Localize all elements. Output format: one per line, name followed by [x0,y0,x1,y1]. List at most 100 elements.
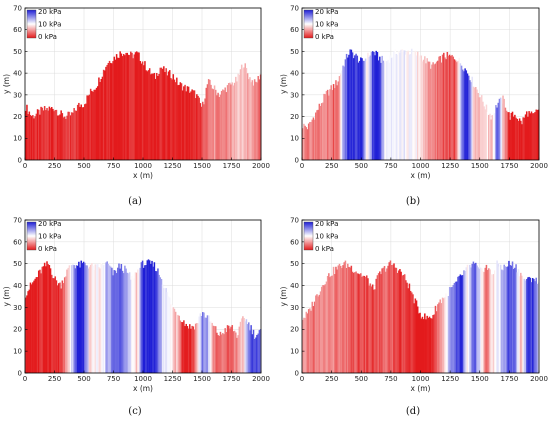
profile-bar [55,280,58,373]
profile-bar [151,73,153,160]
profile-bar [482,270,484,373]
x-tick-label: 1000 [134,162,152,170]
profile-bar [400,271,402,373]
profile-bar [187,86,190,160]
profile-bar [333,274,336,373]
profile-bar [55,109,58,160]
profile-bar [504,107,507,160]
profile-bar [143,65,145,160]
profile-bar [27,114,29,160]
profile-bar [41,107,44,160]
profile-bar [66,269,68,373]
profile-bar [88,266,91,373]
profile-bar [485,264,488,373]
profile-bar [200,106,203,160]
y-tick-label: 50 [290,48,299,56]
profile-bar [370,52,373,161]
profile-bar [35,113,38,160]
profile-bar [401,275,404,373]
profile-bar [225,332,228,373]
profile-bar [527,277,529,373]
profile-bar [502,270,504,373]
profile-bar [336,269,338,373]
y-axis-label: y (m) [279,286,288,306]
profile-bar [536,283,539,373]
x-tick-label: 1000 [134,375,152,383]
x-tick-label: 1500 [471,375,489,383]
profile-bar [158,274,160,373]
profile-bar [438,56,440,160]
profile-bar [53,111,55,160]
profile-bar [120,263,123,373]
profile-bar [302,128,304,160]
profile-bar [179,320,182,373]
profile-bar [71,265,73,373]
profile-bar [472,86,475,160]
x-tick-label: 2000 [530,162,548,170]
profile-bar [313,301,316,373]
profile-bar [521,124,523,160]
profile-bar [191,325,193,373]
profile-bar [312,117,315,160]
profile-bar [318,294,321,373]
profile-bar [242,316,244,373]
profile-bar [351,271,354,373]
profile-bar [154,271,157,373]
profile-bar [446,51,449,161]
profile-bar [347,57,349,161]
profile-bar [25,110,27,160]
profile-bar [520,272,522,373]
x-tick-label: 500 [77,162,90,170]
profile-bar [393,51,395,160]
profile-bar [29,114,32,160]
profile-bar [317,296,319,373]
profile-bar [431,318,433,373]
profile-bar [236,337,238,373]
y-tick-label: 20 [13,113,22,121]
profile-bar [389,55,392,160]
profile-bar [92,91,94,160]
profile-bar [409,54,412,160]
profile-bar [115,273,118,373]
profile-bar [184,84,186,160]
profile-bar [477,267,479,373]
profile-bar [510,265,513,373]
x-tick-label: 750 [107,375,120,383]
x-tick-label: 1750 [500,162,518,170]
profile-bar [384,271,387,373]
profile-bar [313,119,316,160]
profile-bar [356,55,359,161]
profile-bar [379,56,381,160]
profile-bar [446,291,449,373]
profile-bar [309,121,311,160]
profile-bar [183,86,185,160]
profile-bar [349,49,351,160]
profile-bar [172,74,175,160]
profile-bar [528,111,530,160]
profile-bar [383,62,386,160]
profile-bar [86,265,88,373]
profile-bar [185,323,188,373]
profile-bar [456,281,458,373]
x-axis-label: x (m) [411,171,431,180]
profile-bar [135,51,138,160]
profile-bar [453,59,456,161]
profile-bar [152,73,154,160]
profile-bar [87,268,90,373]
y-tick-label: 0 [295,369,299,377]
profile-bar [128,272,131,373]
profile-bar [454,60,457,161]
profile-bar [30,116,33,160]
profile-bar [337,265,340,373]
profile-bar [232,331,235,373]
profile-bar [380,274,382,373]
profile-bar [447,55,450,160]
x-tick-label: 500 [77,375,90,383]
profile-bar [396,55,399,160]
profile-bar [345,53,348,161]
profile-bar [82,107,85,160]
profile-bar [320,286,323,373]
x-tick-label: 250 [325,162,338,170]
profile-bar [428,61,431,160]
profile-bar [224,328,226,373]
